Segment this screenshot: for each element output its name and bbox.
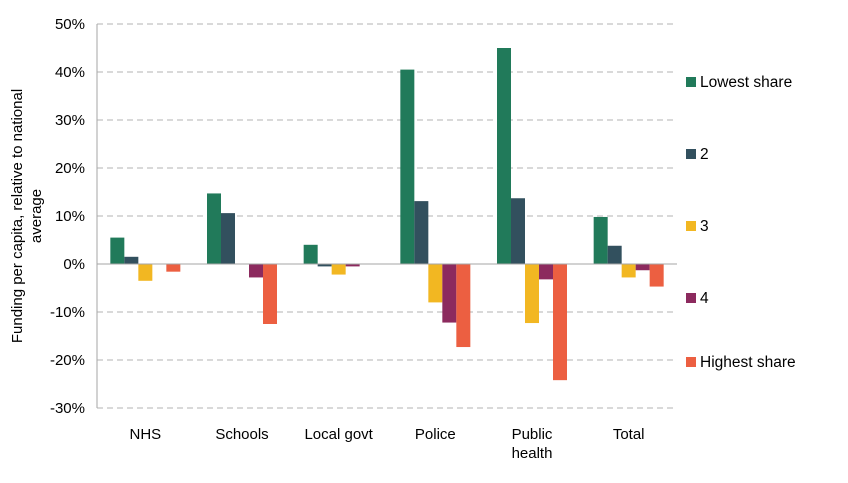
x-tick-label: NHS — [129, 426, 161, 443]
legend-swatch — [686, 77, 696, 87]
bar — [635, 264, 650, 271]
x-tick-label: Public — [512, 426, 553, 443]
y-axis-title: Funding per capita, relative to national… — [9, 89, 45, 343]
bar — [110, 237, 125, 264]
legend-label: Highest share — [700, 354, 796, 371]
bar — [539, 264, 553, 280]
x-tick-label: Total — [613, 426, 645, 443]
bar — [497, 48, 511, 264]
y-tick-label: 0% — [63, 256, 85, 273]
bar — [303, 244, 318, 264]
bar — [331, 264, 346, 275]
legend-swatch — [686, 357, 696, 367]
bar — [317, 264, 332, 267]
x-tick-label: Police — [415, 426, 456, 443]
bar — [263, 264, 277, 324]
bar — [593, 216, 608, 264]
y-tick-label: 40% — [55, 64, 85, 81]
y-tick-label: -30% — [50, 400, 85, 417]
bar — [414, 201, 429, 264]
legend-label: 4 — [700, 290, 709, 307]
bar — [221, 213, 235, 264]
bar — [124, 256, 139, 264]
legend: Lowest share 2 3 4 Highest share — [686, 74, 796, 371]
bar — [442, 264, 457, 323]
bar — [138, 264, 153, 281]
bar — [345, 264, 360, 267]
x-tick-label: health — [512, 445, 553, 462]
bar — [428, 264, 443, 303]
legend-label: Lowest share — [700, 74, 792, 91]
y-tick-label: 20% — [55, 160, 85, 177]
legend-label: 3 — [700, 218, 709, 235]
y-tick-label: 50% — [55, 16, 85, 33]
bar — [511, 198, 525, 264]
bar — [553, 264, 567, 381]
axes: -30% -20% -10% 0% 10% 20% 30% 40% 50% NHS Schools L… — [50, 16, 677, 462]
legend-label: 2 — [700, 146, 709, 163]
bar — [207, 193, 221, 264]
y-tick-label: 30% — [55, 112, 85, 129]
x-tick-label: Local govt — [304, 426, 373, 443]
bar — [166, 264, 181, 272]
bar — [456, 264, 471, 348]
y-tick-label: -10% — [50, 304, 85, 321]
legend-swatch — [686, 293, 696, 303]
y-tick-label: 10% — [55, 208, 85, 225]
bar — [249, 264, 263, 278]
bars — [110, 48, 664, 381]
bar — [621, 264, 636, 278]
y-tick-label: -20% — [50, 352, 85, 369]
bar — [607, 245, 622, 264]
bar — [649, 264, 664, 287]
legend-swatch — [686, 221, 696, 231]
gridlines — [97, 23, 677, 409]
bar — [400, 69, 415, 264]
bar — [525, 264, 539, 324]
x-tick-label: Schools — [215, 426, 268, 443]
legend-swatch — [686, 149, 696, 159]
